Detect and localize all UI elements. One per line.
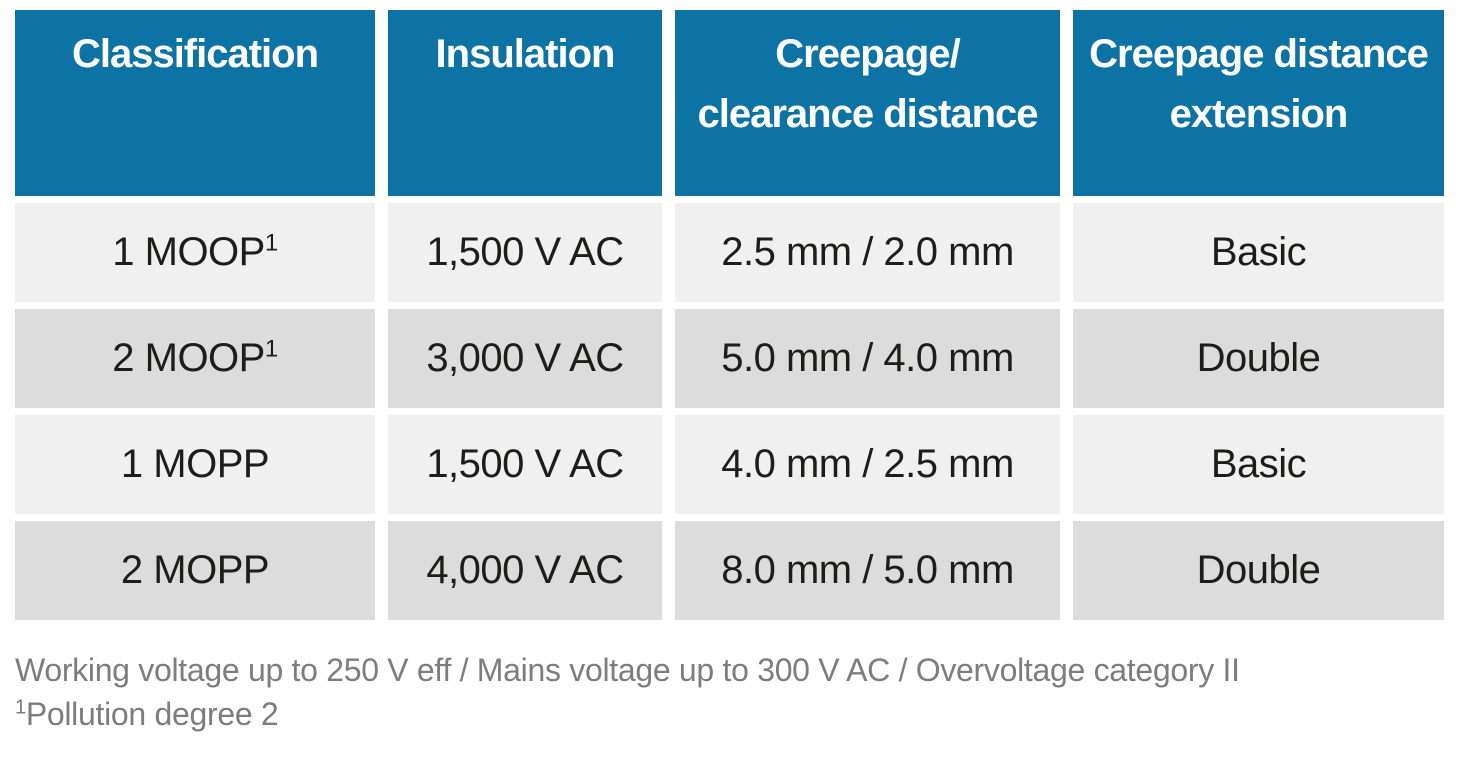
footnote-marker: 1	[15, 696, 26, 719]
classification-cell: 2 MOOP1	[15, 309, 375, 408]
classification-value: 1 MOPP	[120, 442, 270, 486]
column-header-creepage-extension: Creepage distance extension	[1073, 10, 1444, 196]
extension-cell: Double	[1073, 521, 1444, 620]
column-header-insulation: Insulation	[388, 10, 662, 196]
classification-value: 2 MOPP	[120, 548, 270, 592]
classification-value: 2 MOOP	[112, 336, 265, 380]
classification-cell: 2 MOPP	[15, 521, 375, 620]
insulation-cell: 1,500 V AC	[388, 415, 662, 514]
header-line: extension	[1169, 92, 1349, 136]
insulation-cell: 3,000 V AC	[388, 309, 662, 408]
column-header-classification: Classification	[15, 10, 375, 196]
extension-cell: Basic	[1073, 203, 1444, 302]
classification-cell: 1 MOOP1	[15, 203, 375, 302]
header-line: Insulation	[435, 32, 616, 76]
header-line: Creepage distance	[1089, 32, 1429, 76]
classification-cell: 1 MOPP	[15, 415, 375, 514]
footnote-pollution-text: Pollution degree 2	[25, 696, 279, 732]
insulation-cell: 4,000 V AC	[388, 521, 662, 620]
footnote-marker: 1	[264, 229, 278, 257]
extension-cell: Basic	[1073, 415, 1444, 514]
column-header-creepage-clearance: Creepage/ clearance distance	[675, 10, 1060, 196]
extension-cell: Double	[1073, 309, 1444, 408]
header-line: clearance distance	[697, 92, 1039, 136]
footnote-marker: 1	[264, 335, 278, 363]
header-line: Classification	[71, 32, 319, 76]
footnote-pollution-degree: 1Pollution degree 2	[15, 692, 1240, 736]
moop-mopp-table: Classification Insulation Creepage/ clea…	[15, 10, 1444, 620]
creepage-clearance-cell: 5.0 mm / 4.0 mm	[675, 309, 1060, 408]
header-line: Creepage/	[775, 32, 960, 76]
creepage-clearance-cell: 2.5 mm / 2.0 mm	[675, 203, 1060, 302]
creepage-clearance-cell: 4.0 mm / 2.5 mm	[675, 415, 1060, 514]
classification-value: 1 MOOP	[112, 230, 265, 274]
footnotes: Working voltage up to 250 V eff / Mains …	[15, 648, 1240, 736]
creepage-clearance-cell: 8.0 mm / 5.0 mm	[675, 521, 1060, 620]
footnote-voltage-conditions: Working voltage up to 250 V eff / Mains …	[15, 652, 1240, 688]
insulation-cell: 1,500 V AC	[388, 203, 662, 302]
